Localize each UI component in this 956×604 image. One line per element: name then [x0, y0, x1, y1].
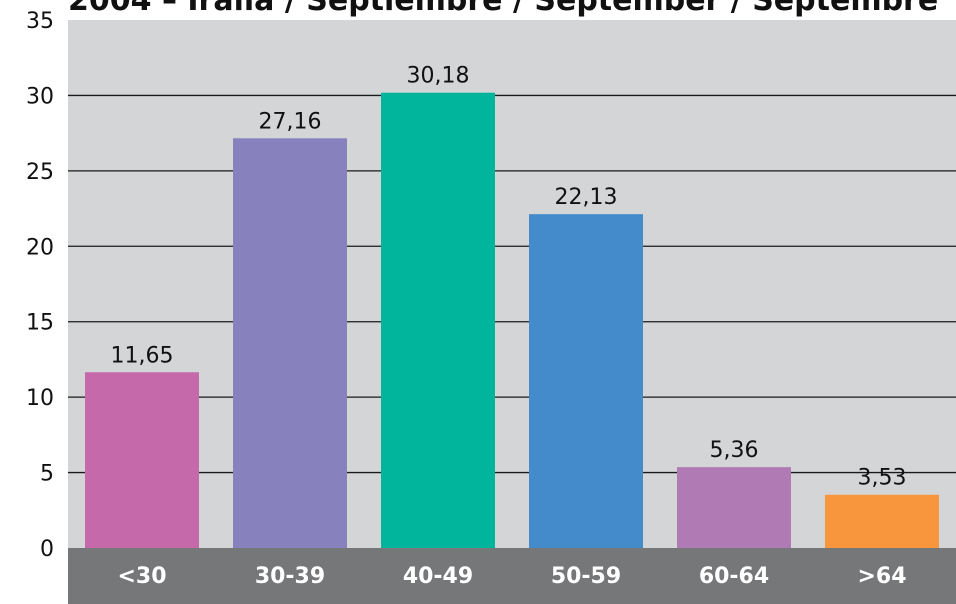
bar — [529, 214, 643, 548]
y-tick-label: 25 — [26, 160, 54, 185]
bar-value-label: 22,13 — [555, 185, 618, 210]
x-category-label: <30 — [117, 564, 166, 589]
bar-value-label: 30,18 — [407, 64, 470, 89]
bar-value-label: 11,65 — [111, 343, 174, 368]
x-axis-labels: <30 30-39 40-49 50-59 60-64 >64 — [117, 564, 906, 589]
chart-title: 2004 – Iraila / Septiembre / September /… — [68, 0, 938, 18]
y-tick-label: 30 — [26, 84, 54, 109]
bars — [85, 92, 939, 549]
y-tick-label: 0 — [40, 537, 54, 562]
y-tick-label: 15 — [26, 311, 54, 336]
bar-value-label: 3,53 — [858, 466, 907, 491]
y-tick-label: 5 — [40, 462, 54, 487]
x-category-label: 50-59 — [551, 564, 621, 589]
plot-background — [68, 20, 956, 548]
bar-value-label: 5,36 — [710, 438, 759, 463]
bar — [233, 138, 347, 548]
y-tick-label: 35 — [26, 9, 54, 34]
gridlines — [68, 94, 956, 474]
bar — [677, 467, 791, 548]
y-tick-label: 10 — [26, 386, 54, 411]
x-axis-band — [68, 548, 956, 604]
x-category-label: 30-39 — [255, 564, 325, 589]
x-category-label: 60-64 — [699, 564, 769, 589]
x-category-label: >64 — [857, 564, 906, 589]
bar — [825, 494, 939, 548]
y-tick-label: 20 — [26, 235, 54, 260]
bar — [381, 92, 495, 549]
y-axis-ticks: 0 5 10 15 20 25 30 35 — [26, 9, 54, 562]
x-category-label: 40-49 — [403, 564, 473, 589]
bar — [85, 372, 199, 548]
bar-value-label: 27,16 — [259, 109, 322, 134]
value-labels: 11,65 27,16 30,18 22,13 5,36 3,53 — [111, 64, 907, 491]
